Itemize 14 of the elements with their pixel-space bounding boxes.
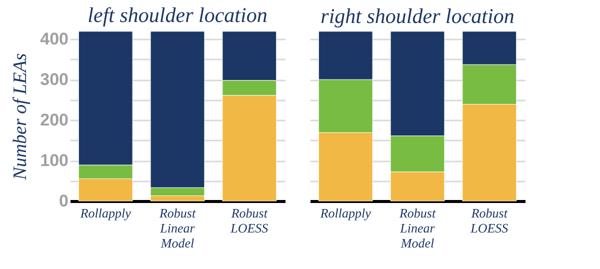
- chart-title: left shoulder location: [88, 3, 268, 28]
- chart-title: right shoulder location: [320, 4, 514, 28]
- y-tick-label: 0: [59, 192, 68, 210]
- y-tick-label: 400: [40, 30, 68, 49]
- x-tick-label: Robust LOESS: [470, 206, 509, 236]
- y-tick-label: 100: [40, 151, 68, 170]
- y-tick-label: 200: [40, 110, 68, 130]
- x-tick-label: Rollapply: [319, 206, 372, 220]
- x-tick-label: Robust Linear Model: [158, 206, 196, 250]
- x-tick-label: Rollapply: [79, 206, 132, 220]
- y-tick-label: 300: [40, 70, 68, 90]
- y-axis-title: Number of LEAs: [10, 53, 32, 181]
- x-tick-label: Robust LOESS: [230, 206, 269, 236]
- x-tick-label: Robust Linear Model: [398, 206, 436, 250]
